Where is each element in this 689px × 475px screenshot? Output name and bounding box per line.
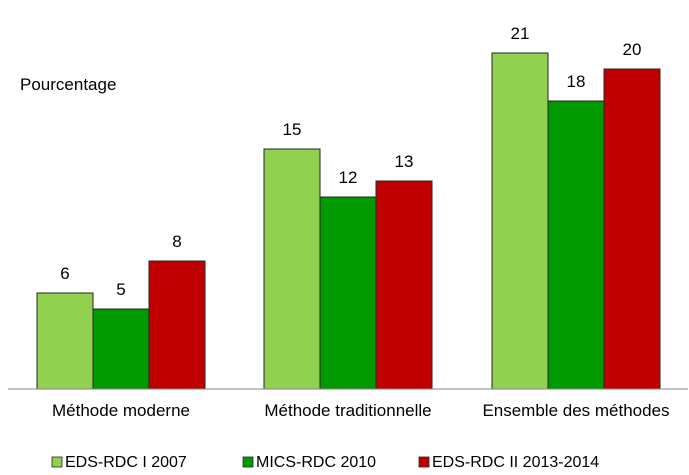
legend: EDS-RDC I 2007 MICS-RDC 2010 EDS-RDC II 20… xyxy=(51,454,599,471)
legend-swatch-eds-rdc-ii-2013-2014 xyxy=(418,456,430,468)
bar-ensemble-des-methodes-eds-rdc-i-2007 xyxy=(491,52,549,390)
value-label-ensemble-des-methodes-eds-rdc-ii-2013-2014: 20 xyxy=(623,40,642,59)
value-label-methode-traditionnelle-mics-rdc-2010: 12 xyxy=(339,168,358,187)
legend-label-eds-rdc-ii-2013-2014: EDS-RDC II 2013-2014 xyxy=(432,454,599,471)
value-label-ensemble-des-methodes-mics-rdc-2010: 18 xyxy=(567,72,586,91)
category-labels-group: Méthode moderne Méthode traditionnelle Ens… xyxy=(52,401,670,420)
bar-ensemble-des-methodes-mics-rdc-2010 xyxy=(547,100,605,390)
bars-group xyxy=(36,52,661,390)
value-labels-group: 6 5 8 15 12 13 21 18 20 xyxy=(60,24,641,299)
bar-methode-traditionnelle-mics-rdc-2010 xyxy=(319,196,377,390)
y-axis-label: Pourcentage xyxy=(20,75,116,94)
category-label-methode-moderne: Méthode moderne xyxy=(52,401,190,420)
bar-methode-traditionnelle-eds-rdc-ii-2013-2014 xyxy=(375,180,433,390)
bar-methode-moderne-eds-rdc-ii-2013-2014 xyxy=(148,260,206,390)
legend-swatch-mics-rdc-2010 xyxy=(242,456,254,468)
value-label-ensemble-des-methodes-eds-rdc-i-2007: 21 xyxy=(511,24,530,43)
category-label-ensemble-des-methodes: Ensemble des méthodes xyxy=(482,401,669,420)
bar-methode-moderne-eds-rdc-i-2007 xyxy=(36,292,94,390)
legend-label-mics-rdc-2010: MICS-RDC 2010 xyxy=(256,454,376,471)
category-label-methode-traditionnelle: Méthode traditionnelle xyxy=(264,401,431,420)
value-label-methode-moderne-eds-rdc-i-2007: 6 xyxy=(60,264,69,283)
bar-methode-traditionnelle-eds-rdc-i-2007 xyxy=(263,148,321,390)
value-label-methode-traditionnelle-eds-rdc-ii-2013-2014: 13 xyxy=(395,152,414,171)
value-label-methode-moderne-mics-rdc-2010: 5 xyxy=(116,280,125,299)
legend-swatch-eds-rdc-i-2007 xyxy=(51,456,63,468)
bar-ensemble-des-methodes-eds-rdc-ii-2013-2014 xyxy=(603,68,661,390)
bar-methode-moderne-mics-rdc-2010 xyxy=(92,308,150,390)
legend-label-eds-rdc-i-2007: EDS-RDC I 2007 xyxy=(65,454,187,471)
value-label-methode-traditionnelle-eds-rdc-i-2007: 15 xyxy=(283,120,302,139)
value-label-methode-moderne-eds-rdc-ii-2013-2014: 8 xyxy=(172,232,181,251)
